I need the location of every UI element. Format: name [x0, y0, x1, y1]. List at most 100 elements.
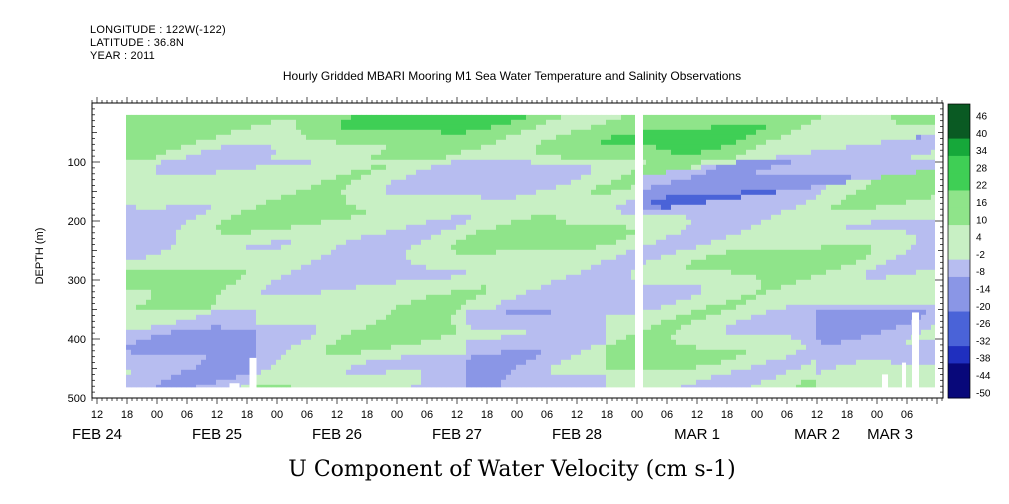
- heatmap-cell: [476, 284, 482, 291]
- heatmap-cell: [176, 329, 182, 336]
- heatmap-cell: [421, 194, 427, 201]
- heatmap-cell: [511, 314, 517, 321]
- heatmap-cell: [226, 194, 232, 201]
- heatmap-cell: [551, 294, 557, 301]
- heatmap-cell: [471, 309, 477, 316]
- heatmap-cell: [256, 369, 262, 376]
- heatmap-cell: [561, 344, 567, 351]
- heatmap-cell: [446, 209, 452, 216]
- heatmap-cell: [191, 364, 197, 371]
- heatmap-cell: [541, 274, 547, 281]
- heatmap-cell: [536, 174, 542, 181]
- heatmap-cell: [171, 354, 177, 361]
- heatmap-cell: [171, 234, 177, 241]
- heatmap-cell: [136, 149, 142, 156]
- heatmap-cell: [261, 309, 267, 316]
- heatmap-cell: [256, 129, 262, 136]
- heatmap-cell: [506, 199, 512, 206]
- heatmap-cell: [416, 254, 422, 261]
- heatmap-cell: [541, 159, 547, 166]
- heatmap-cell: [361, 199, 367, 206]
- heatmap-cell: [151, 299, 157, 306]
- heatmap-cell: [516, 229, 522, 236]
- heatmap-cell: [231, 189, 237, 196]
- heatmap-cell: [196, 284, 202, 291]
- heatmap-cell: [176, 124, 182, 131]
- heatmap-cell: [136, 374, 142, 381]
- heatmap-cell: [531, 364, 537, 371]
- heatmap-cell: [441, 304, 447, 311]
- heatmap-cell: [181, 134, 187, 141]
- heatmap-cell: [526, 159, 532, 166]
- heatmap-cell: [461, 139, 467, 146]
- heatmap-cell: [391, 284, 397, 291]
- heatmap-cell: [271, 234, 277, 241]
- heatmap-cell: [271, 334, 277, 341]
- heatmap-cell: [196, 149, 202, 156]
- heatmap-cell: [546, 204, 552, 211]
- heatmap-cell: [416, 369, 422, 376]
- heatmap-cell: [126, 354, 132, 361]
- heatmap-cell: [316, 189, 322, 196]
- heatmap-cell: [281, 239, 287, 246]
- heatmap-cell: [521, 269, 527, 276]
- heatmap-cell: [186, 159, 192, 166]
- heatmap-cell: [276, 354, 282, 361]
- heatmap-cell: [281, 204, 287, 211]
- heatmap-cell: [496, 164, 502, 171]
- heatmap-cell: [311, 189, 317, 196]
- heatmap-cell: [176, 184, 182, 191]
- heatmap-cell: [516, 369, 522, 376]
- heatmap-cell: [136, 179, 142, 186]
- heatmap-cell: [356, 364, 362, 371]
- heatmap-cell: [491, 379, 497, 386]
- heatmap-cell: [281, 374, 287, 381]
- heatmap-cell: [376, 219, 382, 226]
- heatmap-cell: [351, 229, 357, 236]
- heatmap-cell: [501, 244, 507, 251]
- heatmap-cell: [391, 144, 397, 151]
- heatmap-cell: [461, 314, 467, 321]
- heatmap-cell: [146, 374, 152, 381]
- heatmap-cell: [191, 214, 197, 221]
- heatmap-cell: [201, 249, 207, 256]
- heatmap-cell: [286, 139, 292, 146]
- heatmap-cell: [496, 159, 502, 166]
- heatmap-cell: [411, 169, 417, 176]
- heatmap-cell: [571, 114, 577, 121]
- heatmap-cell: [191, 274, 197, 281]
- heatmap-cell: [481, 119, 487, 126]
- heatmap-cell: [236, 344, 242, 351]
- heatmap-cell: [286, 324, 292, 331]
- heatmap-cell: [241, 214, 247, 221]
- heatmap-cell: [221, 114, 227, 121]
- heatmap-cell: [166, 274, 172, 281]
- heatmap-cell: [396, 284, 402, 291]
- heatmap-cell: [511, 364, 517, 371]
- heatmap-cell: [546, 284, 552, 291]
- heatmap-cell: [411, 219, 417, 226]
- heatmap-cell: [316, 299, 322, 306]
- heatmap-cell: [506, 219, 512, 226]
- heatmap-cell: [166, 349, 172, 356]
- heatmap-cell: [376, 259, 382, 266]
- heatmap-cell: [326, 349, 332, 356]
- heatmap-cell: [456, 264, 462, 271]
- heatmap-cell: [306, 209, 312, 216]
- heatmap-cell: [231, 324, 237, 331]
- heatmap-cell: [366, 229, 372, 236]
- heatmap-cell: [176, 144, 182, 151]
- heatmap-cell: [576, 304, 582, 311]
- heatmap-cell: [401, 384, 407, 388]
- heatmap-cell: [531, 299, 537, 306]
- heatmap-cell: [236, 369, 242, 376]
- heatmap-cell: [501, 154, 507, 161]
- heatmap-cell: [151, 309, 157, 316]
- heatmap-cell: [361, 249, 367, 256]
- heatmap-cell: [196, 119, 202, 126]
- heatmap-cell: [431, 179, 437, 186]
- heatmap-cell: [271, 264, 277, 271]
- heatmap-cell: [326, 219, 332, 226]
- heatmap-cell: [506, 319, 512, 326]
- heatmap-cell: [326, 319, 332, 326]
